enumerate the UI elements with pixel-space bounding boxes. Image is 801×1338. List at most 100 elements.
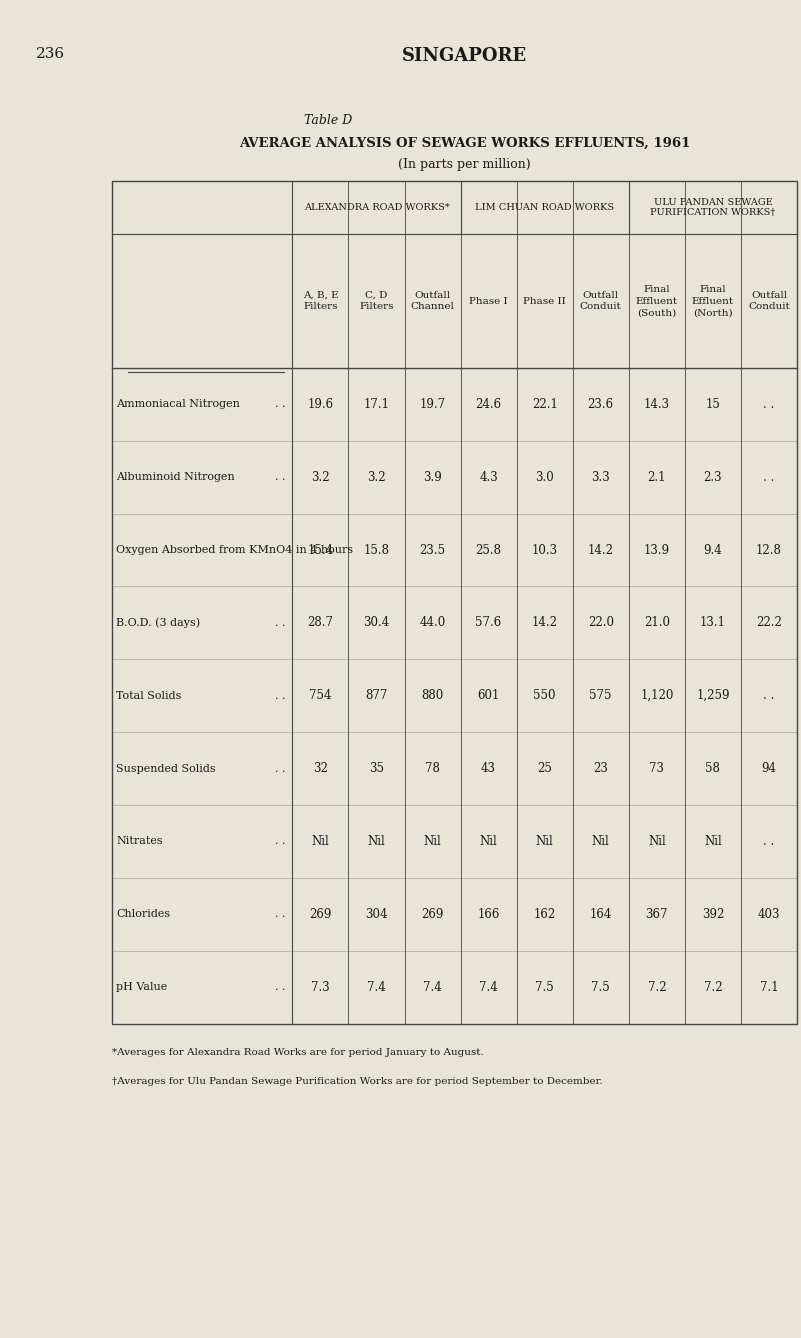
Text: 3.3: 3.3 xyxy=(591,471,610,484)
Text: 22.0: 22.0 xyxy=(588,617,614,629)
Text: 304: 304 xyxy=(365,907,388,921)
Text: 15.8: 15.8 xyxy=(364,543,389,557)
Text: 269: 269 xyxy=(421,907,444,921)
Text: 1,259: 1,259 xyxy=(696,689,730,702)
Text: Nitrates: Nitrates xyxy=(116,836,163,847)
Text: 35: 35 xyxy=(369,763,384,775)
Text: . .: . . xyxy=(276,472,286,482)
Text: 9.4: 9.4 xyxy=(703,543,723,557)
Text: 57.6: 57.6 xyxy=(476,617,501,629)
Text: 7.2: 7.2 xyxy=(647,981,666,994)
Text: . .: . . xyxy=(763,689,775,702)
Text: 880: 880 xyxy=(421,689,444,702)
Text: 28.7: 28.7 xyxy=(308,617,333,629)
Text: Nil: Nil xyxy=(368,835,385,848)
Text: 166: 166 xyxy=(477,907,500,921)
Text: 2.3: 2.3 xyxy=(703,471,723,484)
Text: 550: 550 xyxy=(533,689,556,702)
Text: Outfall
Conduit: Outfall Conduit xyxy=(748,290,790,312)
Text: Final
Effluent
(North): Final Effluent (North) xyxy=(692,285,734,317)
Text: 367: 367 xyxy=(646,907,668,921)
Text: 21.0: 21.0 xyxy=(644,617,670,629)
Text: Nil: Nil xyxy=(536,835,553,848)
Bar xyxy=(112,181,797,1024)
Text: . .: . . xyxy=(276,618,286,628)
Text: 7.4: 7.4 xyxy=(367,981,386,994)
Text: 22.1: 22.1 xyxy=(532,397,557,411)
Text: 7.5: 7.5 xyxy=(535,981,554,994)
Text: . .: . . xyxy=(763,471,775,484)
Text: 7.3: 7.3 xyxy=(311,981,330,994)
Text: 23.5: 23.5 xyxy=(420,543,445,557)
Text: Oxygen Absorbed from KMnO4 in 4 hours: Oxygen Absorbed from KMnO4 in 4 hours xyxy=(116,545,353,555)
Text: 7.1: 7.1 xyxy=(759,981,779,994)
Text: 236: 236 xyxy=(36,47,65,60)
Text: Nil: Nil xyxy=(592,835,610,848)
Text: 10.3: 10.3 xyxy=(532,543,557,557)
Text: (In parts per million): (In parts per million) xyxy=(398,158,531,171)
Text: Total Solids: Total Solids xyxy=(116,690,182,701)
Text: Nil: Nil xyxy=(648,835,666,848)
Text: Suspended Solids: Suspended Solids xyxy=(116,764,215,773)
Text: AVERAGE ANALYSIS OF SEWAGE WORKS EFFLUENTS, 1961: AVERAGE ANALYSIS OF SEWAGE WORKS EFFLUEN… xyxy=(239,136,690,150)
Text: 14.2: 14.2 xyxy=(588,543,614,557)
Text: Phase I: Phase I xyxy=(469,297,508,305)
Text: . .: . . xyxy=(276,399,286,409)
Text: . .: . . xyxy=(276,910,286,919)
Text: 17.1: 17.1 xyxy=(364,397,389,411)
Text: 164: 164 xyxy=(590,907,612,921)
Text: Nil: Nil xyxy=(424,835,441,848)
Text: 3.2: 3.2 xyxy=(367,471,386,484)
Text: 3.2: 3.2 xyxy=(311,471,330,484)
Text: C, D
Filters: C, D Filters xyxy=(359,290,394,312)
Text: 14.3: 14.3 xyxy=(644,397,670,411)
Text: 7.4: 7.4 xyxy=(423,981,442,994)
Text: 44.0: 44.0 xyxy=(420,617,445,629)
Text: ULU PANDAN SEWAGE
PURIFICATION WORKS†: ULU PANDAN SEWAGE PURIFICATION WORKS† xyxy=(650,198,775,217)
Text: Table D: Table D xyxy=(304,114,352,127)
Text: Nil: Nil xyxy=(704,835,722,848)
Text: 73: 73 xyxy=(650,763,664,775)
Text: 23.6: 23.6 xyxy=(588,397,614,411)
Text: . .: . . xyxy=(276,690,286,701)
Text: SINGAPORE: SINGAPORE xyxy=(402,47,527,64)
Text: Nil: Nil xyxy=(312,835,329,848)
Text: Ammoniacal Nitrogen: Ammoniacal Nitrogen xyxy=(116,399,240,409)
Text: 754: 754 xyxy=(309,689,332,702)
Text: 269: 269 xyxy=(309,907,332,921)
Text: Outfall
Conduit: Outfall Conduit xyxy=(580,290,622,312)
Text: 13.9: 13.9 xyxy=(644,543,670,557)
Text: 3.9: 3.9 xyxy=(423,471,442,484)
Text: 24.6: 24.6 xyxy=(476,397,501,411)
Text: ALEXANDRA ROAD WORKS*: ALEXANDRA ROAD WORKS* xyxy=(304,203,449,211)
Text: 601: 601 xyxy=(477,689,500,702)
Text: †Averages for Ulu Pandan Sewage Purification Works are for period September to D: †Averages for Ulu Pandan Sewage Purifica… xyxy=(112,1077,603,1086)
Text: Chlorides: Chlorides xyxy=(116,910,171,919)
Text: 3.0: 3.0 xyxy=(535,471,554,484)
Text: 392: 392 xyxy=(702,907,724,921)
Text: 19.7: 19.7 xyxy=(420,397,445,411)
Text: 58: 58 xyxy=(706,763,720,775)
Text: 403: 403 xyxy=(758,907,780,921)
Text: 7.4: 7.4 xyxy=(479,981,498,994)
Text: 2.1: 2.1 xyxy=(647,471,666,484)
Text: 7.5: 7.5 xyxy=(591,981,610,994)
Text: . .: . . xyxy=(763,835,775,848)
Text: 877: 877 xyxy=(365,689,388,702)
Text: . .: . . xyxy=(763,397,775,411)
Text: 94: 94 xyxy=(762,763,776,775)
Text: pH Value: pH Value xyxy=(116,982,167,993)
Text: 32: 32 xyxy=(313,763,328,775)
Text: 19.6: 19.6 xyxy=(308,397,333,411)
Text: 12.8: 12.8 xyxy=(756,543,782,557)
Text: 78: 78 xyxy=(425,763,440,775)
Text: B.O.D. (3 days): B.O.D. (3 days) xyxy=(116,618,200,629)
Text: Albuminoid Nitrogen: Albuminoid Nitrogen xyxy=(116,472,235,482)
Text: . .: . . xyxy=(276,764,286,773)
Text: 7.2: 7.2 xyxy=(703,981,723,994)
Text: 575: 575 xyxy=(590,689,612,702)
Text: 25.8: 25.8 xyxy=(476,543,501,557)
Text: Final
Effluent
(South): Final Effluent (South) xyxy=(636,285,678,317)
Text: 14.2: 14.2 xyxy=(532,617,557,629)
Text: 1,120: 1,120 xyxy=(640,689,674,702)
